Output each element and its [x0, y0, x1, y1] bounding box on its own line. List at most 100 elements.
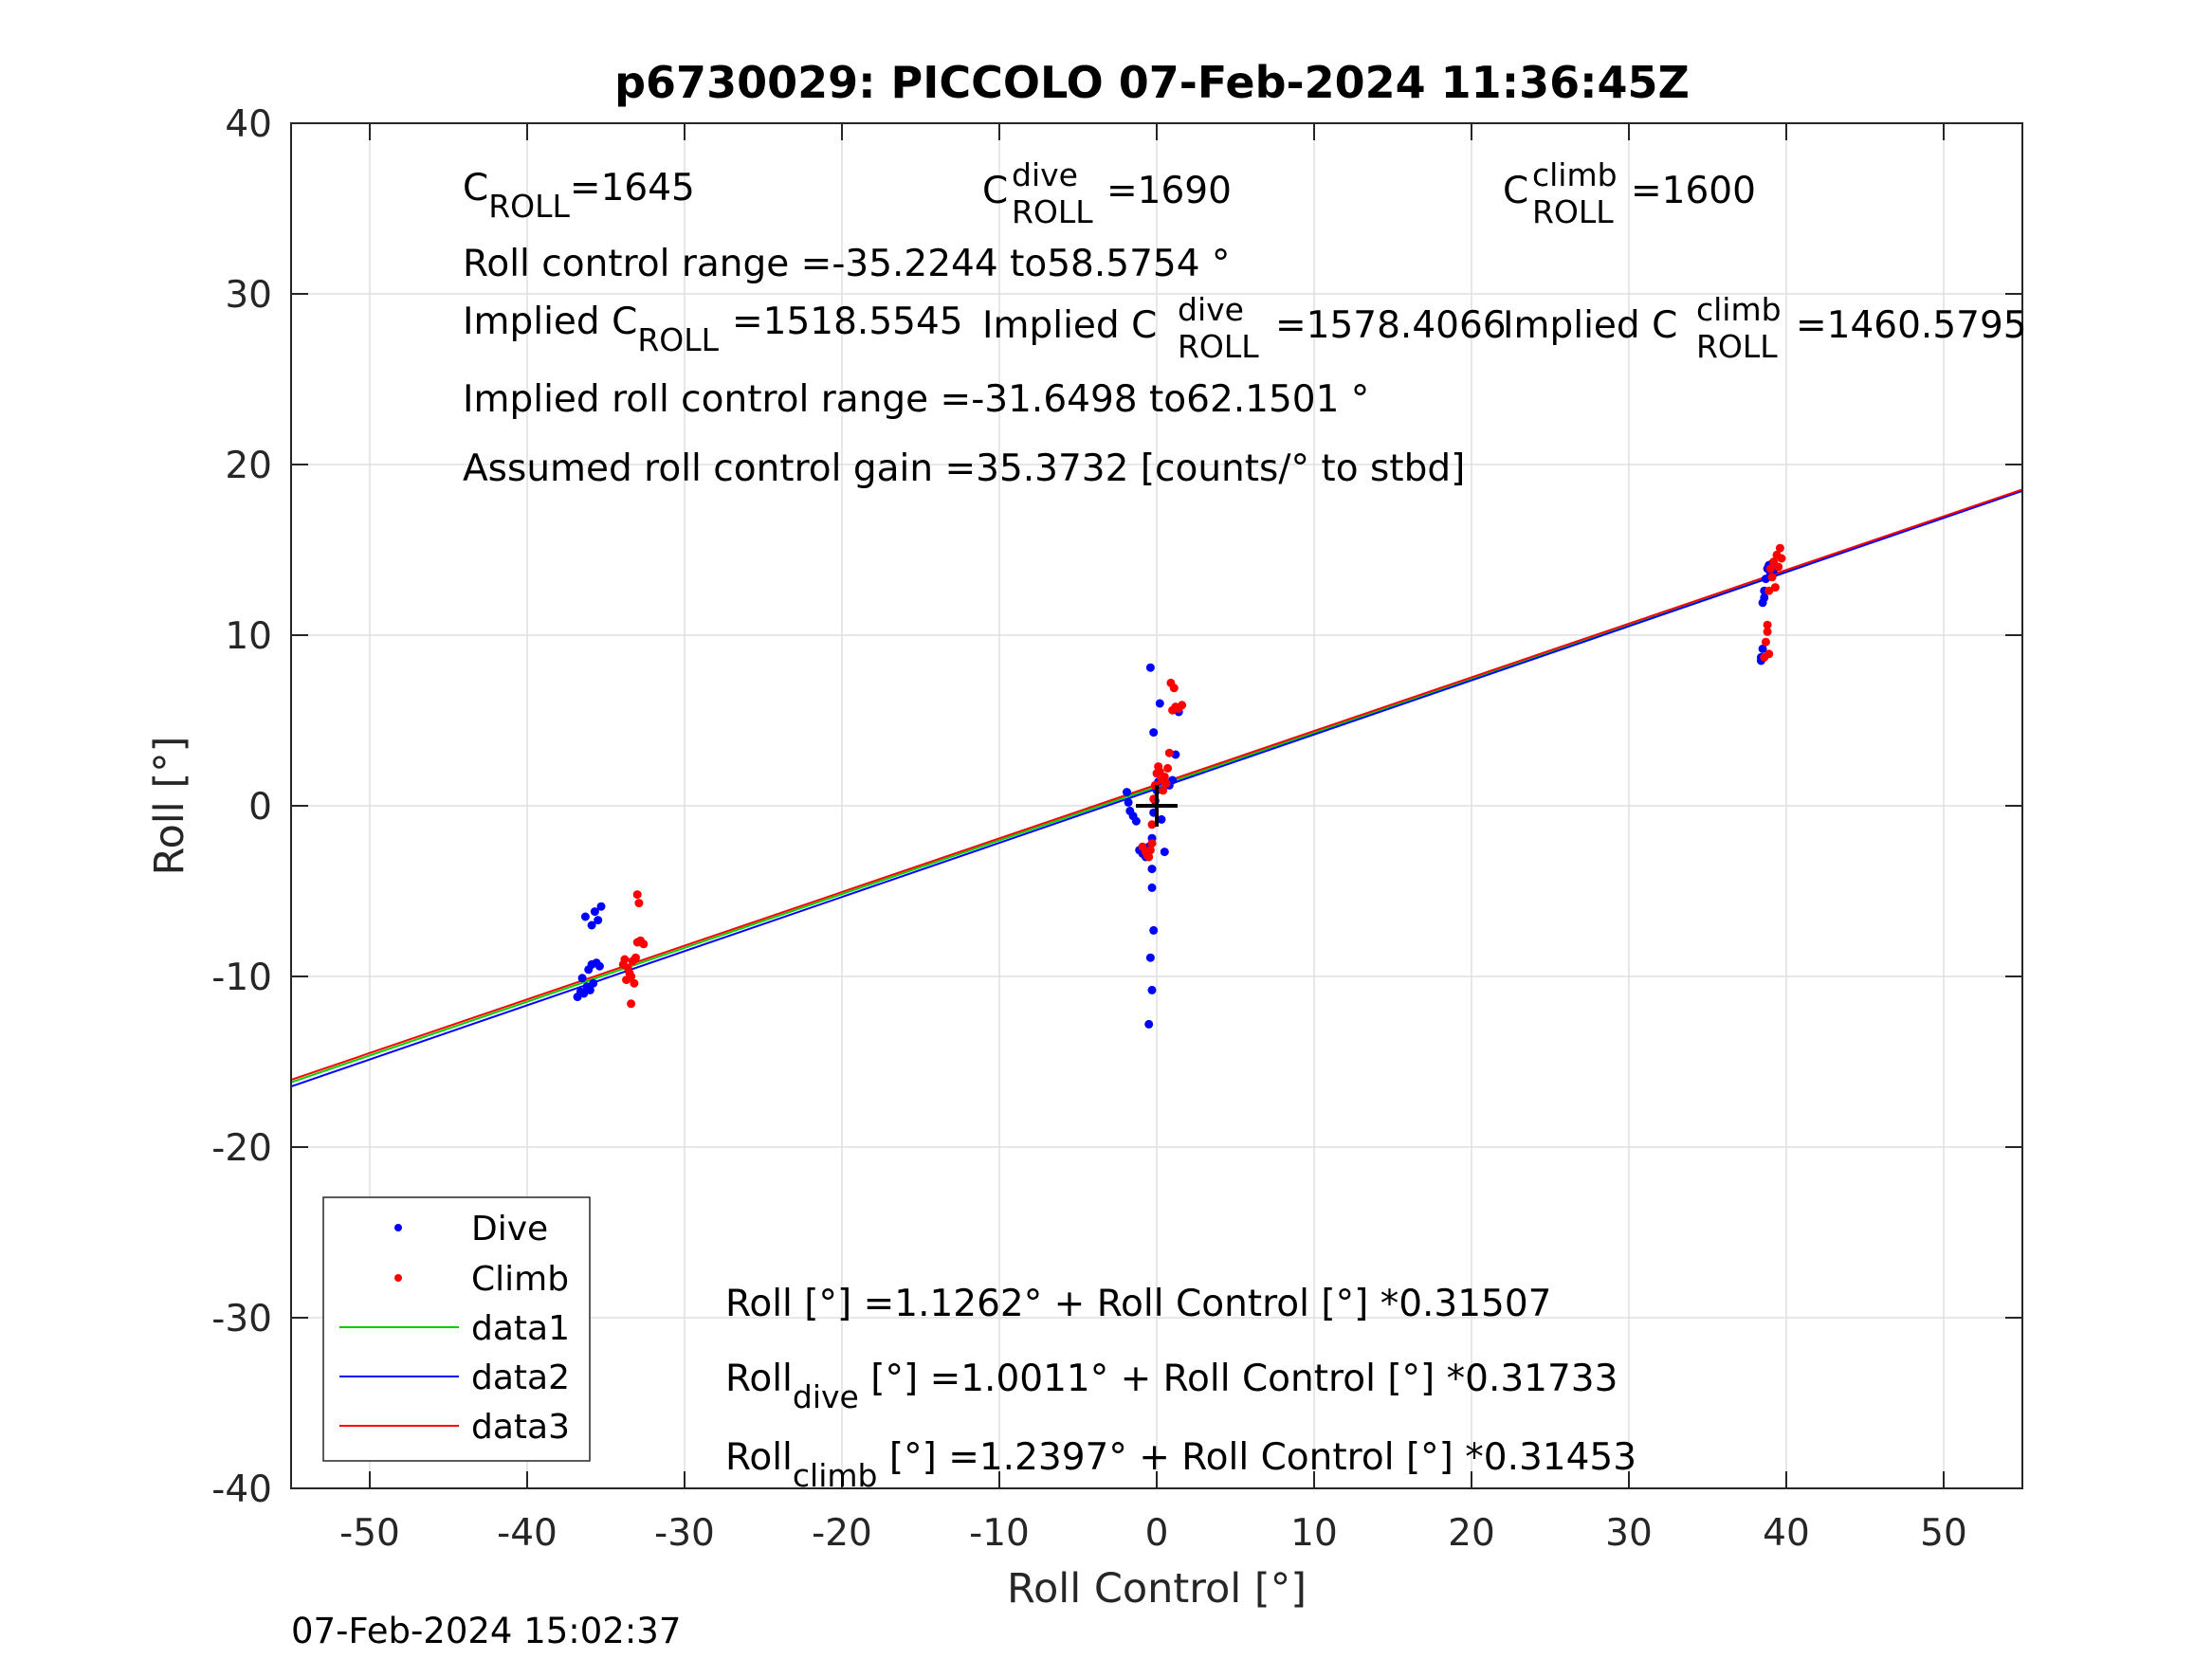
- point-climb: [618, 959, 628, 969]
- point-dive: [1124, 797, 1133, 807]
- timestamp: 07-Feb-2024 15:02:37: [291, 1611, 681, 1651]
- implied-c-roll-climb-sub: ROLL: [1696, 328, 1778, 365]
- point-climb: [1770, 583, 1780, 592]
- point-dive: [596, 902, 606, 911]
- x-tick-label: 50: [1920, 1512, 1967, 1555]
- point-climb: [639, 939, 649, 949]
- point-dive: [1145, 953, 1155, 962]
- point-climb: [1764, 649, 1774, 659]
- point-climb: [1147, 820, 1157, 830]
- point-climb: [1764, 586, 1774, 595]
- data-points: [573, 543, 1786, 1029]
- implied-c-roll-climb: Implied C: [1503, 304, 1677, 347]
- c-roll-annotation: CROLL=1645: [463, 167, 695, 225]
- point-climb: [1765, 564, 1775, 574]
- c-roll-climb-value: =1600: [1631, 170, 1756, 212]
- point-climb: [1777, 554, 1786, 563]
- point-climb: [1169, 684, 1179, 693]
- x-tick-label: 30: [1605, 1512, 1653, 1555]
- c-roll-climb-sup: climb: [1532, 156, 1618, 193]
- point-dive: [1144, 1019, 1154, 1029]
- implied-c-roll-dive-sup: dive: [1178, 291, 1244, 328]
- point-climb: [1763, 620, 1772, 629]
- point-dive: [1157, 814, 1166, 824]
- x-tick-label: -20: [812, 1512, 872, 1555]
- x-tick-label: -10: [969, 1512, 1030, 1555]
- y-tick-label: -20: [211, 1127, 272, 1170]
- point-climb: [1147, 839, 1157, 848]
- point-dive: [594, 916, 603, 925]
- implied-c-roll-dive-value: =1578.4066: [1275, 304, 1507, 347]
- point-dive: [585, 985, 594, 994]
- x-tick-label: 10: [1290, 1512, 1338, 1555]
- y-tick-label: -40: [211, 1468, 272, 1511]
- point-climb: [632, 890, 642, 900]
- point-dive: [577, 974, 587, 983]
- chart-title: p6730029: PICCOLO 07-Feb-2024 11:36:45Z: [614, 57, 1690, 108]
- point-dive: [1155, 699, 1164, 708]
- legend-label-data2: data2: [471, 1358, 570, 1397]
- y-tick-label: 40: [225, 103, 272, 146]
- implied-c-roll-dive: Implied C: [982, 304, 1157, 347]
- point-climb: [1164, 748, 1174, 757]
- point-dive: [1147, 865, 1157, 874]
- legend-label-dive: Dive: [471, 1210, 548, 1249]
- legend-marker-dive: [394, 1224, 402, 1231]
- point-climb: [1143, 850, 1152, 860]
- y-tick-label: 20: [225, 445, 272, 487]
- point-climb: [1767, 573, 1777, 582]
- legend-label-data3: data3: [471, 1408, 570, 1447]
- point-dive: [1758, 644, 1767, 653]
- roll-control-range: Roll control range =-35.2244 to58.5754 °: [463, 243, 1230, 285]
- point-dive: [1131, 816, 1141, 826]
- point-climb: [1775, 543, 1784, 553]
- assumed-roll-control-gain: Assumed roll control gain =35.3732 [coun…: [463, 447, 1465, 490]
- point-climb: [1178, 701, 1187, 710]
- point-climb: [1163, 763, 1173, 773]
- point-climb: [622, 975, 631, 985]
- c-roll-climb-sub: ROLL: [1532, 193, 1614, 230]
- point-climb: [1763, 627, 1772, 636]
- point-dive: [590, 907, 599, 917]
- point-dive: [594, 961, 604, 971]
- x-tick-label: 40: [1763, 1512, 1810, 1555]
- point-dive: [1145, 663, 1155, 672]
- y-tick-labels: -40 -30 -20 -10 0 10 20 30 40: [211, 103, 272, 1511]
- y-tick-label: -30: [211, 1298, 272, 1340]
- x-tick-label: -30: [654, 1512, 715, 1555]
- point-climb: [1774, 562, 1783, 572]
- y-tick-label: 30: [225, 274, 272, 317]
- point-dive: [1147, 883, 1157, 892]
- x-tick-label: -40: [497, 1512, 558, 1555]
- y-tick-label: 10: [225, 615, 272, 658]
- implied-c-roll-climb-sup: climb: [1696, 291, 1782, 328]
- point-dive: [1147, 985, 1157, 994]
- origin-cross-marker: [1136, 785, 1178, 827]
- c-roll-climb-annotation: C: [1503, 170, 1528, 212]
- legend-box: [322, 1196, 591, 1462]
- point-dive: [1160, 848, 1169, 857]
- point-dive: [587, 921, 596, 930]
- point-dive: [579, 989, 589, 998]
- point-climb: [631, 953, 640, 962]
- point-dive: [1123, 788, 1131, 797]
- x-axis-label: Roll Control [°]: [1007, 1565, 1307, 1613]
- fit-equation-all: Roll [°] =1.1262° + Roll Control [°] *0.…: [725, 1283, 1551, 1325]
- point-dive: [1149, 925, 1159, 935]
- y-tick-label: -10: [211, 957, 272, 999]
- c-roll-dive-sup: dive: [1012, 156, 1078, 193]
- implied-roll-control-range: Implied roll control range =-31.6498 to6…: [463, 378, 1369, 421]
- y-axis-label: Roll [°]: [146, 737, 193, 876]
- c-roll-dive-value: =1690: [1106, 170, 1232, 212]
- point-climb: [1161, 779, 1171, 789]
- legend-marker-climb: [394, 1274, 402, 1282]
- c-roll-dive-sub: ROLL: [1012, 193, 1093, 230]
- point-dive: [1149, 728, 1159, 738]
- fit-equation-climb: Rollclimb [°] =1.2397° + Roll Control [°…: [725, 1436, 1636, 1494]
- grid: [291, 122, 2022, 1489]
- implied-c-roll: Implied CROLL =1518.5545: [463, 301, 963, 358]
- x-tick-label: -50: [339, 1512, 400, 1555]
- point-climb: [630, 978, 639, 988]
- point-dive: [1168, 775, 1178, 785]
